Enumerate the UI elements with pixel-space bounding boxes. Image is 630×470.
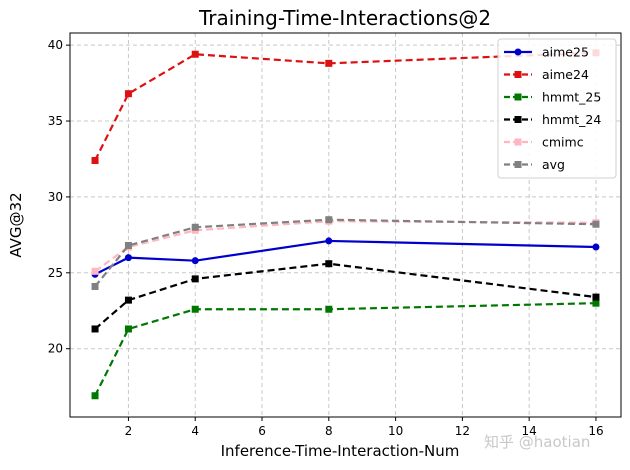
legend-label: hmmt_24 (542, 112, 601, 127)
legend-swatch-marker (514, 161, 522, 168)
data-point (325, 305, 333, 313)
legend-item-aime24: aime24 (504, 67, 589, 82)
data-point (592, 293, 600, 301)
legend-label: aime25 (542, 45, 589, 60)
legend-label: cmimc (542, 135, 584, 150)
legend-item-avg: avg (504, 157, 565, 172)
x-tick-label: 4 (191, 424, 199, 438)
chart-title: Training-Time-Interactions@2 (198, 6, 491, 30)
legend-item-hmmt-25: hmmt_25 (504, 90, 601, 105)
legend-label: avg (542, 157, 565, 172)
data-point (124, 241, 132, 249)
data-point (91, 325, 99, 333)
data-point (592, 243, 600, 251)
x-tick-label: 6 (258, 424, 266, 438)
data-point (592, 220, 600, 228)
data-point (325, 237, 333, 245)
watermark-text: 知乎 @haotian (484, 433, 590, 451)
x-axis-title: Inference-Time-Interaction-Num (221, 442, 460, 460)
legend-item-aime25: aime25 (504, 45, 589, 60)
data-point (325, 59, 333, 67)
legend-swatch-marker (514, 93, 522, 101)
data-point (191, 305, 199, 313)
data-point (91, 282, 99, 290)
y-tick-label: 35 (48, 114, 63, 128)
x-tick-label: 14 (522, 424, 537, 438)
legend-swatch-marker (514, 116, 522, 123)
data-point (325, 216, 333, 224)
axis-ticks: 2 4 6 8 10 12 14 16 20 25 30 35 40 (48, 38, 604, 438)
data-point (124, 254, 132, 262)
data-point (91, 267, 99, 275)
x-tick-label: 16 (588, 424, 603, 438)
series-hmmt-24 (91, 260, 600, 333)
legend-label: hmmt_25 (542, 90, 601, 105)
data-point (325, 260, 333, 268)
data-point (124, 325, 132, 333)
data-point (124, 296, 132, 304)
data-point (191, 223, 199, 231)
legend-swatch-marker (514, 71, 522, 78)
y-tick-label: 40 (48, 38, 63, 52)
legend-item-hmmt-24: hmmt_24 (504, 112, 601, 127)
data-point (191, 50, 199, 58)
data-point (91, 156, 99, 164)
y-axis-title: AVG@32 (7, 192, 25, 257)
series-line (94, 51, 596, 161)
legend-swatch-marker (514, 48, 522, 56)
y-tick-label: 20 (48, 342, 63, 356)
legend-swatch-marker (514, 138, 522, 146)
legend-label: aime24 (542, 67, 589, 82)
y-tick-label: 30 (48, 190, 63, 204)
grid (70, 33, 621, 417)
data-point (191, 257, 199, 265)
x-tick-label: 2 (125, 424, 133, 438)
data-point (191, 275, 199, 283)
series-avg (91, 216, 600, 290)
data-point (91, 392, 99, 400)
data-point (124, 90, 132, 98)
series-lines (91, 49, 600, 400)
series-hmmt-25 (91, 299, 600, 400)
legend-item-cmimc: cmimc (504, 135, 584, 150)
data-point (592, 299, 600, 307)
plot-area-frame (69, 32, 622, 418)
x-tick-label: 10 (388, 424, 403, 438)
y-tick-label: 25 (48, 266, 63, 280)
x-tick-label: 8 (325, 424, 333, 438)
x-tick-label: 12 (455, 424, 470, 438)
